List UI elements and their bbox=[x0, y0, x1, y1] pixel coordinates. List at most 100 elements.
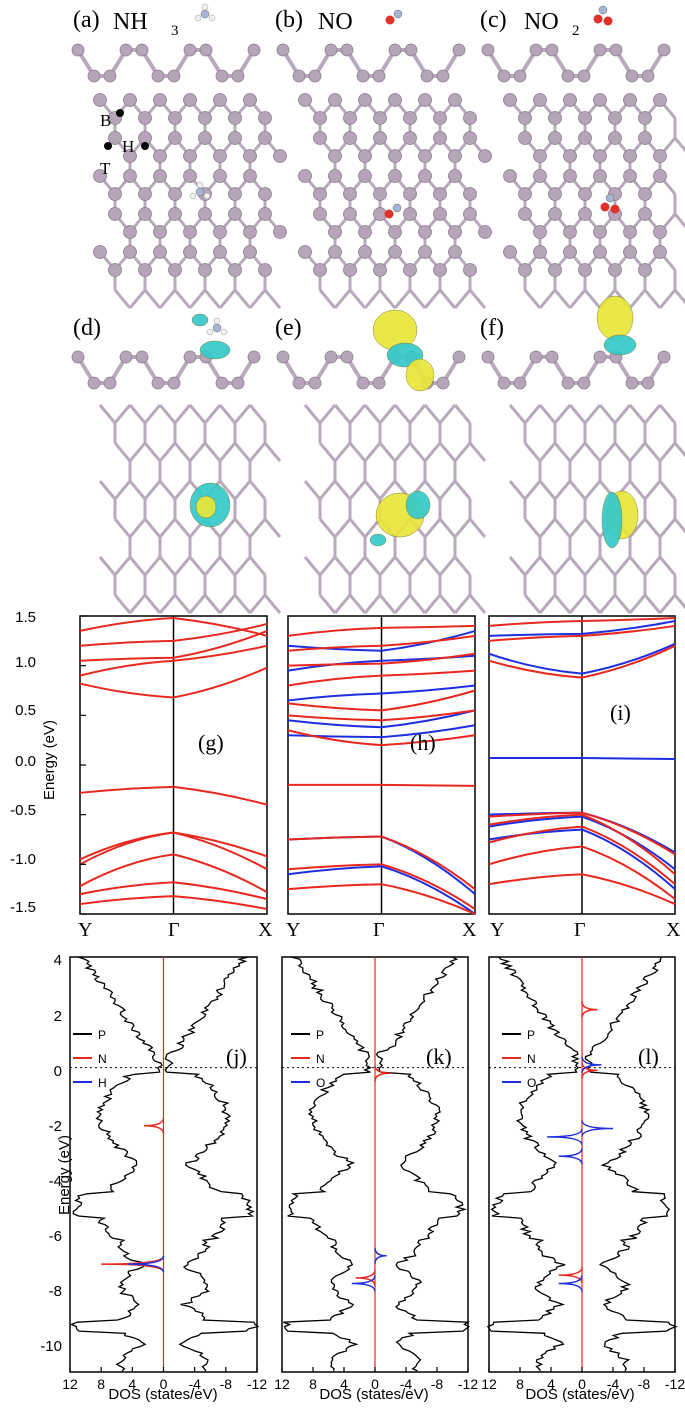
dos-xtick-label: -12 bbox=[458, 1376, 478, 1392]
top-bond-a2 bbox=[248, 404, 267, 424]
side-atom-c bbox=[481, 43, 495, 57]
top-bond-b2 bbox=[438, 518, 457, 538]
top-atom-b bbox=[463, 187, 477, 201]
dos-xtick-label: 8 bbox=[309, 1376, 317, 1392]
top-atom-c bbox=[533, 93, 547, 107]
legend-j-P: P bbox=[98, 1028, 106, 1042]
top-bond-b bbox=[333, 289, 352, 309]
side-atom-a bbox=[247, 43, 261, 57]
kpoint-G-g: Γ bbox=[168, 919, 180, 941]
band-line-up bbox=[287, 883, 476, 915]
top-atom-b bbox=[373, 111, 387, 125]
band-line-up bbox=[79, 666, 268, 699]
legend-l-O: O bbox=[527, 1076, 536, 1090]
side-atom-a bbox=[231, 69, 245, 83]
species-label-a: NH bbox=[113, 9, 148, 35]
dos-peak-N bbox=[355, 1269, 376, 1287]
top-atom-c bbox=[578, 111, 592, 125]
dos-panel-label-j: (j) bbox=[226, 1044, 247, 1069]
top-atom-c bbox=[638, 263, 652, 277]
band-line-up bbox=[79, 831, 268, 871]
band-line-down bbox=[488, 619, 676, 637]
band-line-up bbox=[287, 624, 476, 637]
top-bond-a2 bbox=[188, 594, 207, 614]
top-bond-c2 bbox=[568, 480, 587, 500]
top-bond-c2 bbox=[673, 594, 685, 610]
dos-xtick-label: -12 bbox=[665, 1376, 685, 1392]
top-bond-a2 bbox=[173, 594, 192, 614]
top-bond-c2 bbox=[538, 404, 557, 424]
dos-xtick-label: -8 bbox=[638, 1376, 651, 1392]
dos-peak-N bbox=[581, 1062, 598, 1079]
top-atom-c bbox=[593, 225, 607, 239]
top-bond-a2 bbox=[218, 556, 237, 576]
top-bond-b2 bbox=[453, 442, 472, 462]
top-bond-c2 bbox=[523, 518, 542, 538]
side-atom-b2 bbox=[308, 376, 322, 390]
top-atom-b bbox=[448, 225, 462, 239]
top-bond-a bbox=[128, 289, 147, 309]
kpoint-G-i: Γ bbox=[574, 919, 586, 941]
top-atom-b bbox=[388, 169, 402, 183]
top-atom-c bbox=[533, 169, 547, 183]
top-bond-c2 bbox=[643, 518, 662, 538]
top-atom-b bbox=[478, 149, 492, 163]
side-atom-b2 bbox=[436, 376, 450, 390]
dos-xtick-label: 12 bbox=[274, 1376, 290, 1392]
top-bond-b2 bbox=[378, 480, 397, 500]
top-bond-c2 bbox=[643, 594, 662, 614]
top-bond-c2 bbox=[523, 442, 542, 462]
top-atom-a bbox=[123, 149, 137, 163]
side-atom-a2 bbox=[119, 350, 133, 364]
top-bond-c2 bbox=[583, 594, 602, 614]
top-bond-a2 bbox=[143, 404, 162, 424]
dos-panel-(l): 12 8 4 0 -4 -8 -12 bbox=[481, 956, 685, 1392]
top-atom-b bbox=[418, 93, 432, 107]
oxygen-atom-b-icon bbox=[385, 15, 395, 25]
top-bond-c2 bbox=[643, 404, 662, 424]
site-label-bridge: B bbox=[100, 111, 111, 130]
dos-curve-P-down bbox=[283, 956, 372, 1372]
top-atom-b bbox=[343, 207, 357, 221]
top-atom-c bbox=[593, 245, 607, 259]
top-atom-b bbox=[298, 169, 312, 183]
top-atom-b bbox=[343, 263, 357, 277]
top-atom-a bbox=[273, 149, 287, 163]
band-line-up bbox=[79, 622, 268, 647]
band-line-up bbox=[79, 881, 268, 901]
oxygen-atom-b bbox=[384, 209, 394, 219]
side-atom-c2 bbox=[641, 376, 655, 390]
top-bond-a2 bbox=[143, 480, 162, 500]
top-atom-b bbox=[388, 149, 402, 163]
top-bond-b2 bbox=[318, 404, 337, 424]
side-atom-c bbox=[577, 69, 591, 83]
top-atom-b bbox=[358, 245, 372, 259]
top-bond-c2 bbox=[598, 404, 617, 424]
top-atom-c bbox=[563, 245, 577, 259]
top-bond-c2 bbox=[613, 594, 632, 614]
top-bond-a2 bbox=[263, 518, 282, 538]
legend-k-P: P bbox=[316, 1028, 324, 1042]
top-atom-c bbox=[533, 245, 547, 259]
kpoint-G-h: Γ bbox=[373, 919, 385, 941]
top-atom-c bbox=[608, 131, 622, 145]
top-bond-a2 bbox=[173, 404, 192, 424]
top-bond-c2 bbox=[583, 518, 602, 538]
legend-j-N: N bbox=[98, 1052, 107, 1066]
top-bond-b2 bbox=[423, 442, 442, 462]
top-bond-b2 bbox=[363, 480, 382, 500]
side-atom-a bbox=[87, 69, 101, 83]
top-bond-a2 bbox=[158, 594, 177, 614]
band-ytick-0.5: 0.5 bbox=[15, 702, 36, 719]
top-bond-c2 bbox=[598, 594, 617, 614]
top-atom-c bbox=[563, 149, 577, 163]
top-bond-c2 bbox=[673, 518, 685, 534]
top-bond-c2 bbox=[658, 594, 677, 614]
top-atom-c bbox=[548, 111, 562, 125]
site-marker-bridge bbox=[116, 109, 124, 117]
top-atom-b bbox=[448, 93, 462, 107]
side-atom-a2 bbox=[103, 376, 117, 390]
top-atom-c bbox=[623, 169, 637, 183]
side-atom-c bbox=[529, 43, 543, 57]
dos-curve-P-up bbox=[375, 956, 471, 1372]
